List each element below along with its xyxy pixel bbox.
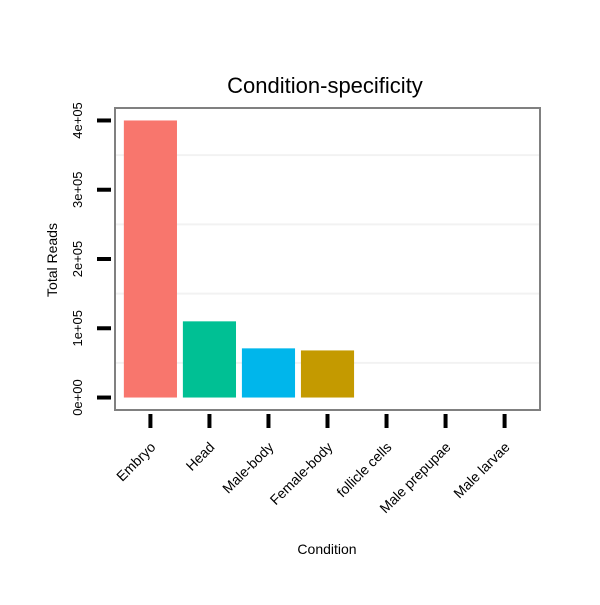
grid-lines — [115, 154, 540, 364]
y-tick-label: 3e+05 — [70, 171, 85, 208]
bar-female-body — [300, 350, 355, 398]
x-tick-label: Embryo — [113, 439, 159, 485]
bar-embryo — [123, 120, 177, 398]
x-tick-label: Male larvae — [450, 439, 513, 502]
bar-male-body — [241, 348, 296, 398]
bars — [123, 120, 355, 398]
y-tick-label: 0e+00 — [70, 379, 85, 416]
x-tick-label: Male-body — [219, 439, 277, 497]
y-axis-label: Total Reads — [44, 223, 60, 297]
y-tick-label: 4e+05 — [70, 102, 85, 139]
y-tick-label: 2e+05 — [70, 241, 85, 278]
x-tick-label: follicle cells — [333, 439, 394, 500]
plot-frame — [114, 107, 541, 411]
x-axis-label: Condition — [297, 541, 356, 557]
y-axis: 0e+00 1e+05 2e+05 3e+05 4e+05 — [70, 102, 111, 416]
x-tick-label: Head — [183, 439, 218, 474]
y-tick-label: 1e+05 — [70, 310, 85, 347]
chart-title: Condition-specificity — [227, 73, 423, 98]
bar-head — [182, 321, 237, 398]
x-tick-label: Female-body — [267, 439, 336, 508]
